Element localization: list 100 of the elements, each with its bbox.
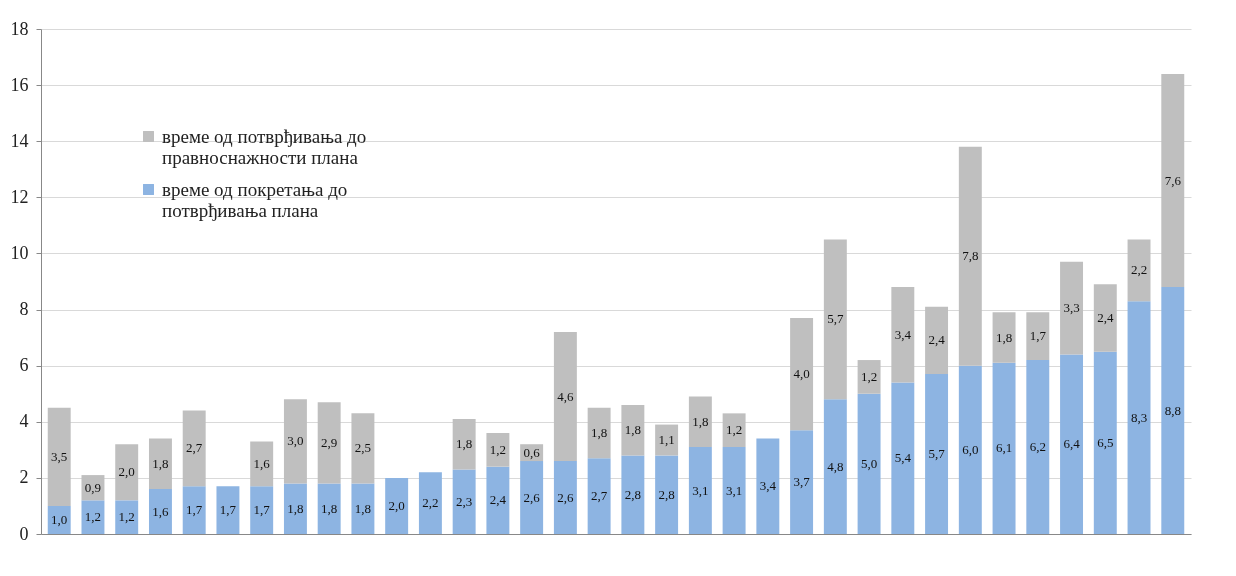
data-label: 4,6 xyxy=(557,388,575,404)
data-label: 5,7 xyxy=(827,311,844,327)
bar xyxy=(925,306,949,375)
data-label: 2,9 xyxy=(321,434,338,450)
data-label: 3,1 xyxy=(725,482,743,498)
data-label: 4,8 xyxy=(827,458,844,474)
bar xyxy=(553,332,577,462)
y-tick-label: 0 xyxy=(19,523,29,544)
bar xyxy=(520,461,544,534)
data-label: 1,8 xyxy=(456,436,473,452)
data-label: 1,7 xyxy=(1029,328,1047,344)
bar xyxy=(351,413,375,484)
data-label: 6,2 xyxy=(1029,439,1046,455)
bar xyxy=(688,447,712,534)
bar xyxy=(148,438,172,490)
data-label: 0,6 xyxy=(523,444,541,460)
data-label: 3,5 xyxy=(51,448,68,464)
data-label: 4,0 xyxy=(793,366,810,382)
bar xyxy=(992,362,1016,534)
bar xyxy=(250,441,274,487)
y-tick-label: 8 xyxy=(19,299,29,320)
data-label: 2,2 xyxy=(1130,262,1148,278)
data-label: 6,0 xyxy=(962,441,979,457)
bar xyxy=(486,433,510,467)
bar xyxy=(925,374,949,534)
data-label: 7,8 xyxy=(962,248,979,264)
data-label: 2,5 xyxy=(354,440,372,456)
bar xyxy=(317,483,341,534)
y-tick-label: 10 xyxy=(10,242,29,263)
bar xyxy=(790,317,814,431)
bar xyxy=(148,489,172,534)
data-label: 7,6 xyxy=(1164,172,1182,188)
data-label: 3,4 xyxy=(759,478,777,494)
bar xyxy=(790,430,814,534)
data-label: 1,7 xyxy=(186,502,203,518)
bar xyxy=(857,360,881,394)
bar xyxy=(1060,261,1084,355)
data-label: 2,0 xyxy=(388,497,405,513)
bar xyxy=(553,461,577,534)
data-label: 1,2 xyxy=(489,441,507,457)
data-label: 6,1 xyxy=(995,440,1013,456)
bar xyxy=(587,458,611,534)
data-label: 1,1 xyxy=(658,432,675,448)
data-label: 2,6 xyxy=(557,489,575,505)
data-label: 5,7 xyxy=(928,446,946,462)
bar xyxy=(992,312,1016,363)
data-label: 2,8 xyxy=(624,486,641,502)
y-tick-label: 12 xyxy=(10,186,29,207)
data-label: 3,0 xyxy=(287,433,304,449)
data-label: 2,6 xyxy=(523,489,541,505)
bar xyxy=(1026,360,1050,534)
data-label: 5,4 xyxy=(894,450,912,466)
data-label: 2,4 xyxy=(928,332,946,348)
data-label: 1,7 xyxy=(219,502,237,518)
data-label: 3,7 xyxy=(793,474,811,490)
data-label: 8,8 xyxy=(1164,402,1181,418)
bar xyxy=(756,438,780,534)
bar xyxy=(47,505,71,534)
bar xyxy=(958,365,982,534)
data-label: 2,4 xyxy=(489,492,507,508)
bar xyxy=(823,399,847,534)
bar xyxy=(182,486,206,534)
bar xyxy=(1093,284,1117,352)
bar xyxy=(351,483,375,534)
bar xyxy=(81,500,105,534)
bar xyxy=(283,483,307,534)
bar xyxy=(182,410,206,487)
data-label: 5,0 xyxy=(860,455,878,471)
data-label: 1,8 xyxy=(354,500,372,516)
bar xyxy=(1060,354,1084,534)
bar xyxy=(621,455,645,534)
bar xyxy=(1026,312,1050,361)
data-label: 3,3 xyxy=(1063,300,1080,316)
data-label: 6,4 xyxy=(1063,436,1081,452)
data-label: 1,2 xyxy=(84,509,102,525)
bar xyxy=(655,455,679,534)
bar xyxy=(722,413,746,448)
data-label: 1,2 xyxy=(118,509,135,525)
y-tick-label: 16 xyxy=(10,74,29,95)
bar xyxy=(655,424,679,456)
bar xyxy=(891,287,915,383)
data-label: 3,4 xyxy=(894,326,912,342)
data-label: 1,0 xyxy=(51,511,68,527)
data-label: 1,8 xyxy=(692,413,709,429)
bar xyxy=(1127,301,1151,534)
bar xyxy=(891,382,915,534)
bar xyxy=(452,418,476,470)
data-label: 8,3 xyxy=(1130,409,1148,425)
bar xyxy=(385,477,409,534)
data-label: 1,8 xyxy=(624,422,641,438)
bar xyxy=(621,404,645,456)
data-label: 6,5 xyxy=(1097,434,1114,450)
bar xyxy=(1161,73,1185,288)
data-label: 1,6 xyxy=(152,503,170,519)
bar xyxy=(1127,239,1151,302)
bar xyxy=(587,407,611,459)
data-label: 1,2 xyxy=(860,368,878,384)
data-label: 2,8 xyxy=(658,486,675,502)
bar xyxy=(1161,287,1185,534)
data-label: 3,1 xyxy=(692,482,709,498)
